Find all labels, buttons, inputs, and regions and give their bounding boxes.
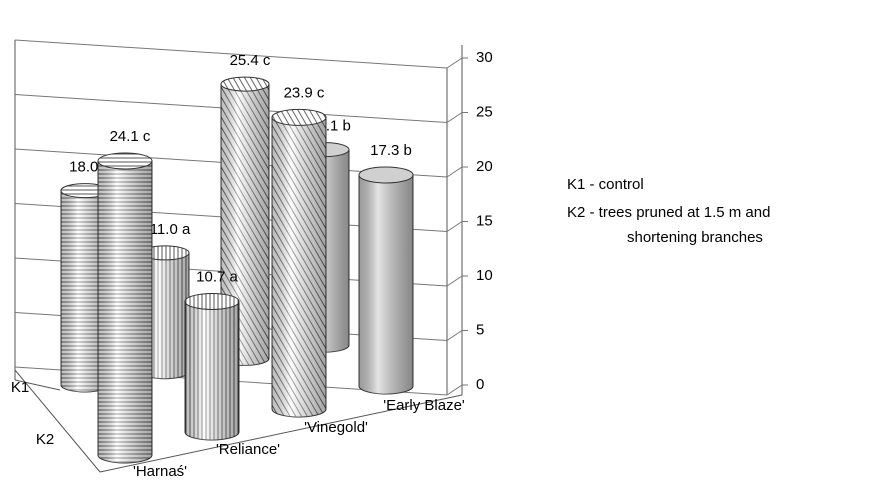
y-tick-label: 25	[476, 103, 493, 120]
grid-line	[14, 39, 448, 69]
bar-shading	[98, 160, 152, 464]
bar-top	[97, 152, 153, 170]
y-tick-label: 20	[476, 158, 493, 175]
bar-shading	[359, 174, 413, 394]
y-tick-label: 5	[476, 321, 484, 338]
bar-top	[271, 108, 327, 126]
grid-line	[446, 221, 463, 232]
bar-shading	[61, 190, 109, 392]
x-tick-label: 'Harnaś'	[133, 463, 187, 480]
bar-shading	[185, 301, 239, 440]
grid-line	[446, 275, 463, 287]
bar-top	[184, 292, 240, 310]
y-tick-label: 15	[476, 212, 493, 229]
grid-line	[446, 384, 463, 396]
bar-shading	[272, 117, 326, 418]
x-tick-label: 'Vinegold'	[304, 419, 368, 436]
data-label: 24.1 c	[110, 128, 151, 145]
y-tick-label: 10	[476, 267, 493, 284]
grid-line	[446, 57, 463, 69]
y-tick-label: 0	[476, 376, 484, 393]
series-label: K1	[11, 379, 29, 396]
bar-top	[220, 76, 270, 92]
series-label: K2	[36, 431, 54, 448]
grid-line	[446, 330, 463, 341]
bar-shading	[221, 84, 269, 366]
bar-top	[358, 166, 414, 184]
data-label: 23.9 c	[284, 84, 325, 101]
legend-note: K1 - control	[567, 176, 644, 193]
data-label: 17.3 b	[370, 142, 412, 159]
y-tick-label: 30	[476, 49, 493, 66]
data-label: 11.0 a	[150, 221, 191, 238]
grid-line	[446, 112, 463, 123]
grid-line	[446, 166, 463, 178]
x-tick-label: 'Early Blaze'	[383, 397, 465, 414]
x-tick-label: 'Reliance'	[216, 441, 280, 458]
legend-note: shortening branches	[627, 229, 763, 246]
legend-note: K2 - trees pruned at 1.5 m and	[567, 204, 770, 221]
data-label: 10.7 a	[196, 268, 238, 285]
data-label: 25.4 c	[230, 52, 271, 69]
bar-shading	[141, 252, 189, 379]
